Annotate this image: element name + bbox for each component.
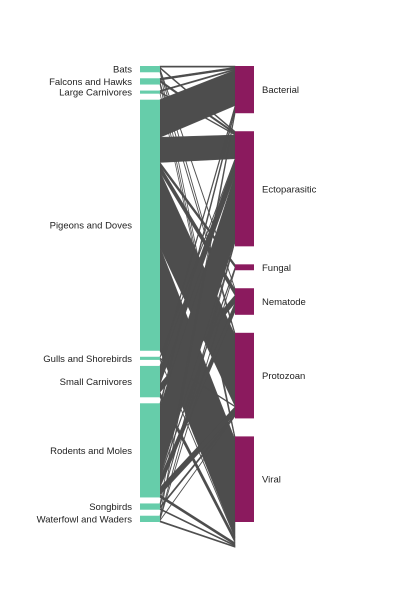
source-label-large-carnivores: Large Carnivores [59,88,132,99]
link-waterfowl-to-viral [159,520,236,548]
target-node-viral [235,436,254,522]
source-node-falcons [140,78,160,85]
target-node-ectoparasitic [235,131,254,247]
source-label-shorebirds: Gulls and Shorebirds [43,354,132,365]
links-layer [159,65,236,548]
target-label-fungal: Fungal [262,263,291,274]
source-label-small-carnivores: Small Carnivores [60,377,133,388]
source-node-small-carnivores [140,365,160,398]
target-label-nematode: Nematode [262,297,306,308]
target-node-nematode [235,288,254,315]
source-label-falcons: Falcons and Hawks [49,77,132,88]
source-label-waterfowl: Waterfowl and Waders [37,514,133,525]
source-node-bats [140,66,160,73]
source-node-large-carnivores [140,90,160,94]
link-songbirds-to-viral [159,507,236,547]
target-label-bacterial: Bacterial [262,85,299,96]
target-node-bacterial [235,66,254,114]
target-label-protozoan: Protozoan [262,371,305,382]
source-node-songbirds [140,503,160,510]
source-node-shorebirds [140,356,160,360]
source-node-pigeons [140,99,160,351]
link-pigeons-to-ectoparasitic [159,134,236,163]
target-label-viral: Viral [262,475,281,486]
link-bats-to-bacterial [159,65,236,68]
source-node-waterfowl [140,515,160,522]
target-node-fungal [235,264,254,271]
source-node-rodents [140,403,160,498]
nodes-layer [140,66,254,522]
target-label-ectoparasitic: Ectoparasitic [262,184,317,195]
source-label-bats: Bats [113,65,132,76]
target-node-protozoan [235,332,254,419]
source-label-rodents: Rodents and Moles [50,446,132,457]
source-label-songbirds: Songbirds [89,502,132,513]
source-label-pigeons: Pigeons and Doves [50,221,133,232]
